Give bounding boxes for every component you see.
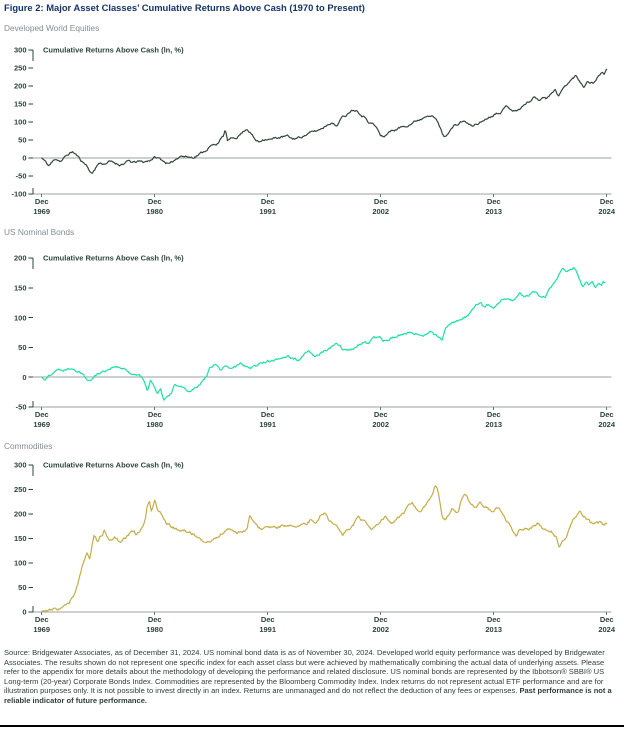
chart-inner-title: Cumulative Returns Above Cash (ln, %) — [43, 254, 184, 263]
x-tick-label-month: Dec — [374, 410, 388, 419]
y-tick-label: 250 — [14, 485, 27, 494]
x-tick-label-month: Dec — [487, 615, 501, 624]
y-tick-label: 100 — [14, 118, 27, 127]
y-tick-label: 200 — [14, 82, 27, 91]
y-tick-label: 0 — [22, 373, 26, 382]
y-tick-label: 100 — [14, 559, 27, 568]
y-tick-label: 150 — [14, 284, 27, 293]
bonds-chart: 200150100500-50Dec1969Dec1980Dec1991Dec2… — [14, 254, 616, 429]
x-tick-label-year: 1980 — [146, 207, 163, 216]
y-tick-label: 150 — [14, 100, 27, 109]
x-tick-label-month: Dec — [600, 197, 614, 206]
chart-inner-title: Cumulative Returns Above Cash (ln, %) — [43, 461, 184, 470]
chart-inner-title: Cumulative Returns Above Cash (ln, %) — [43, 46, 184, 55]
equities-chart: 300250200150100500-50-100Dec1969Dec1980D… — [11, 46, 616, 216]
y-tick-label: 300 — [14, 461, 27, 470]
y-tick-label: -50 — [16, 403, 27, 412]
x-tick-label-year: 1991 — [259, 207, 276, 216]
x-tick-label-year: 1969 — [33, 420, 50, 429]
y-tick-label: 100 — [14, 313, 27, 322]
x-tick-label-year: 2024 — [598, 625, 616, 634]
y-tick-label: 50 — [18, 136, 26, 145]
chart-title-bonds: US Nominal Bonds — [4, 227, 75, 237]
y-tick-label: 0 — [22, 608, 26, 617]
x-tick-label-year: 2002 — [372, 207, 389, 216]
us-nominal-bonds-series-line — [41, 267, 606, 401]
commodities-series-line — [41, 485, 608, 613]
x-tick-label-year: 1991 — [259, 420, 276, 429]
y-tick-label: 200 — [14, 254, 27, 263]
x-tick-label-month: Dec — [600, 615, 614, 624]
y-tick-label: -50 — [16, 172, 27, 181]
x-tick-label-year: 1991 — [259, 625, 276, 634]
y-tick-label: 250 — [14, 64, 27, 73]
x-tick-label-year: 1969 — [33, 207, 50, 216]
x-tick-label-year: 1980 — [146, 420, 163, 429]
commodities-chart: 300250200150100500Dec1969Dec1980Dec1991D… — [14, 461, 616, 634]
x-tick-label-month: Dec — [600, 410, 614, 419]
x-tick-label-month: Dec — [374, 615, 388, 624]
bottom-rule — [0, 725, 624, 727]
x-tick-label-year: 1969 — [33, 625, 50, 634]
source-disclosure-text: Source: Bridgewater Associates, as of De… — [4, 648, 619, 705]
x-tick-label-year: 2002 — [372, 625, 389, 634]
x-tick-label-month: Dec — [148, 410, 162, 419]
footer-text: Source: Bridgewater Associates, as of De… — [4, 648, 605, 695]
x-tick-label-year: 2013 — [485, 625, 502, 634]
y-tick-label: 0 — [22, 154, 26, 163]
y-tick-label: 50 — [18, 583, 26, 592]
x-tick-label-month: Dec — [487, 410, 501, 419]
x-tick-label-year: 2024 — [598, 420, 616, 429]
chart-title-equities: Developed World Equities — [4, 23, 100, 33]
figure-title: Figure 2: Major Asset Classes’ Cumulativ… — [4, 2, 365, 13]
x-tick-label-year: 2013 — [485, 207, 502, 216]
x-tick-label-month: Dec — [148, 615, 162, 624]
x-tick-label-month: Dec — [35, 410, 49, 419]
y-tick-label: 50 — [18, 343, 26, 352]
chart-title-commodities: Commodities — [4, 441, 53, 451]
x-tick-label-month: Dec — [148, 197, 162, 206]
x-tick-label-month: Dec — [374, 197, 388, 206]
x-tick-label-month: Dec — [261, 615, 275, 624]
x-tick-label-month: Dec — [35, 197, 49, 206]
y-tick-label: 300 — [14, 46, 27, 55]
x-tick-label-month: Dec — [261, 410, 275, 419]
developed-world-equities-series-line — [41, 68, 608, 174]
x-tick-label-month: Dec — [35, 615, 49, 624]
y-tick-label: -100 — [11, 190, 26, 199]
x-tick-label-year: 1980 — [146, 625, 163, 634]
y-tick-label: 200 — [14, 510, 27, 519]
x-tick-label-year: 2002 — [372, 420, 389, 429]
y-tick-label: 150 — [14, 534, 27, 543]
footer-bold-text: Past performance is not a reliable indic… — [4, 686, 612, 705]
x-tick-label-month: Dec — [487, 197, 501, 206]
x-tick-label-month: Dec — [261, 197, 275, 206]
x-tick-label-year: 2024 — [598, 207, 616, 216]
x-tick-label-year: 2013 — [485, 420, 502, 429]
